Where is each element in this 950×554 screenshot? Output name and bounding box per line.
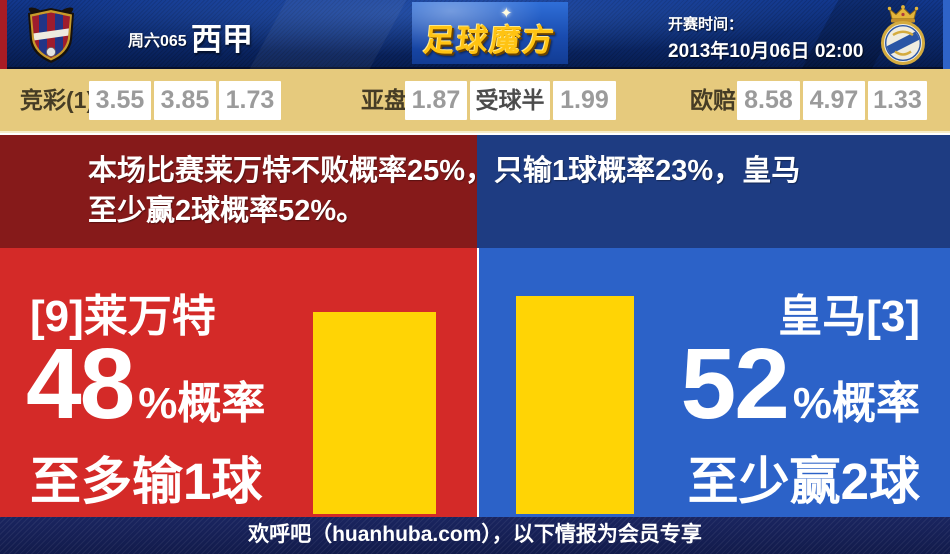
header-diagonal-decor (249, 0, 407, 69)
asian-away-odds: 1.99 (553, 81, 616, 120)
away-probability-suffix: %概率 (792, 379, 920, 428)
footer-text: 欢呼吧（huanhuba.com），以下情报为会员专享 (248, 523, 702, 546)
real-madrid-crest-icon (880, 5, 926, 65)
summary-band-away-half (477, 135, 950, 248)
away-probability: 52 %概率 (681, 330, 920, 438)
home-probability-bar (313, 312, 436, 514)
jingcai-away-odds: 1.73 (219, 81, 281, 120)
away-color-strip (943, 0, 950, 69)
home-outcome-text: 至多输1球 (30, 453, 263, 510)
home-team-name: [9]莱万特 (30, 292, 216, 341)
home-probability-suffix: %概率 (138, 379, 266, 428)
prediction-main: 本场比赛莱万特不败概率25%，只输1球概率23%，皇马 至少赢2球概率52%。 … (0, 135, 950, 517)
jingcai-home-odds: 3.55 (89, 81, 151, 120)
home-color-strip (0, 0, 7, 69)
footer-bar: 欢呼吧（huanhuba.com），以下情报为会员专享 (0, 517, 950, 554)
asian-home-odds: 1.87 (405, 81, 467, 120)
league-title: 西甲 (191, 22, 253, 57)
summary-line-1: 本场比赛莱万特不败概率25%，只输1球概率23%，皇马 (88, 155, 801, 187)
euro-home-odds: 8.58 (737, 81, 800, 120)
away-probability-bar (516, 296, 634, 514)
summary-line-2: 至少赢2球概率52%。 (88, 195, 366, 227)
jingcai-draw-odds: 3.85 (154, 81, 216, 120)
jingcai-odds-label: 竞彩(1) (20, 87, 95, 113)
home-team-panel: [9]莱万特 48 %概率 至多输1球 (0, 248, 477, 517)
away-outcome-text: 至少赢2球 (687, 453, 920, 510)
site-brand-logo: 足球魔方 (421, 23, 558, 58)
away-team-name: 皇马[3] (778, 292, 920, 341)
sparkle-icon: ✦ (500, 5, 513, 22)
odds-bar: 竞彩(1) 3.55 3.85 1.73 亚盘 1.87 受球半 1.99 欧赔… (0, 69, 950, 133)
summary-text: 本场比赛莱万特不败概率25%，只输1球概率23%，皇马 至少赢2球概率52%。 (88, 151, 918, 231)
asian-odds-label: 亚盘 (361, 87, 407, 113)
euro-draw-odds: 4.97 (803, 81, 865, 120)
kickoff-time-value: 2013年10月06日 02:00 (668, 41, 864, 62)
site-brand-panel[interactable]: ✦ 足球魔方 (412, 2, 568, 64)
away-probability-value: 52 (680, 328, 790, 440)
euro-odds-label: 欧赔 (690, 87, 736, 113)
home-probability: 48 %概率 (26, 330, 265, 438)
header-bar: 周六065 西甲 ✦ 足球魔方 开赛时间： 2013年10月06日 02:00 (0, 0, 950, 69)
away-team-panel: 皇马[3] 52 %概率 至少赢2球 (477, 248, 950, 517)
euro-away-odds: 1.33 (868, 81, 927, 120)
levante-crest-icon (28, 7, 74, 63)
asian-handicap: 受球半 (470, 81, 550, 120)
home-probability-value: 48 (26, 328, 135, 440)
kickoff-time-label: 开赛时间： (668, 16, 744, 33)
match-code: 周六065 (128, 33, 187, 50)
summary-band-home-half (0, 135, 477, 248)
